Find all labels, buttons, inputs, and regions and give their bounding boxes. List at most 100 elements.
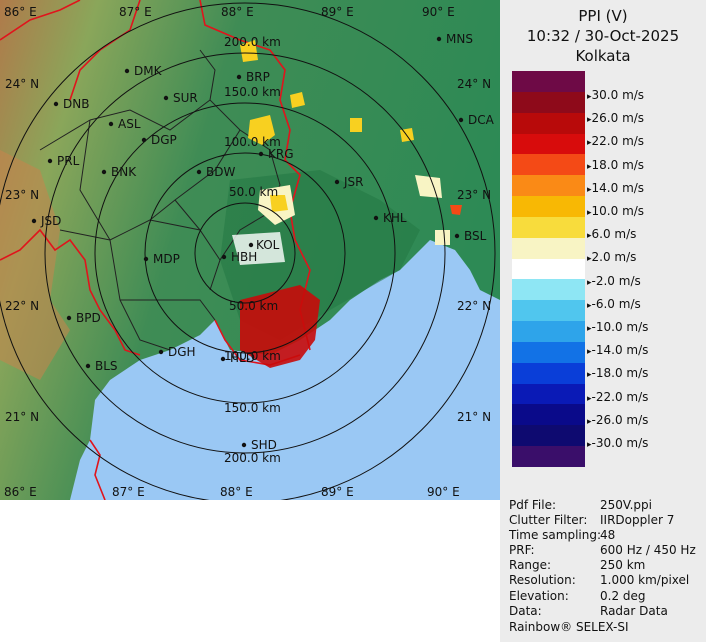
metadata-row: Resolution: 1.000 km/pixel <box>509 573 706 588</box>
lat-label-right-24: 24° N <box>457 77 491 91</box>
lat-label-right-23: 23° N <box>457 188 491 202</box>
lon-label-top-89: 89° E <box>321 5 354 19</box>
metadata-row: Range: 250 km <box>509 558 706 573</box>
legend-swatch <box>512 71 585 93</box>
svg-text:JSR: JSR <box>343 175 364 189</box>
station-mns: MNS <box>436 32 473 46</box>
svg-text:ASL: ASL <box>118 117 141 131</box>
metadata-key: PRF: <box>509 543 535 558</box>
svg-text:DCA: DCA <box>468 113 495 127</box>
station-bsl: BSL <box>454 229 487 243</box>
station-krg: KRG <box>258 147 294 161</box>
legend-label: 26.0 m/s <box>587 111 645 125</box>
legend-swatch <box>512 300 585 322</box>
metadata-value: 48 <box>600 528 616 543</box>
station-dnb: DNB <box>53 97 89 111</box>
lon-label-bottom-89: 89° E <box>321 485 354 499</box>
legend-swatch <box>512 383 585 405</box>
metadata-row: Pdf File: 250V.ppi <box>509 498 706 513</box>
legend-label: 6.0 m/s <box>587 227 637 241</box>
legend-swatch <box>512 237 585 260</box>
svg-text:HBH: HBH <box>231 250 257 264</box>
station-dca: DCA <box>458 113 495 127</box>
info-panel: PPI (V) 10:32 / 30-Oct-2025 Kolkata 30.0… <box>500 0 706 642</box>
legend-label: 22.0 m/s <box>587 134 645 148</box>
station-khl: KHL <box>373 211 407 225</box>
metadata-key: Range: <box>509 558 552 573</box>
lon-label-top-86: 86° E <box>4 5 37 19</box>
range-label-100-bottom: 100.0 km <box>224 349 281 363</box>
svg-text:BLS: BLS <box>95 359 118 373</box>
range-label-200-bottom: 200.0 km <box>224 451 281 465</box>
lat-label-left-24: 24° N <box>5 77 39 91</box>
metadata-key: Clutter Filter: <box>509 513 588 528</box>
legend-swatch <box>512 321 585 343</box>
svg-text:HLD: HLD <box>230 351 255 365</box>
legend-swatch <box>512 404 585 426</box>
svg-text:SHD: SHD <box>251 438 277 452</box>
metadata-key: Time sampling: <box>509 528 602 543</box>
metadata-value: 250 km <box>600 558 646 573</box>
legend-swatch <box>512 154 585 176</box>
metadata-table: Pdf File: 250V.ppi Clutter Filter: IIRDoppl… <box>509 498 706 619</box>
station-prl: PRL <box>47 154 80 168</box>
metadata-value: Radar Data <box>600 603 668 618</box>
legend-label: -26.0 m/s <box>587 413 649 427</box>
station-kol: KOL <box>248 238 280 252</box>
legend-label: -6.0 m/s <box>587 297 641 311</box>
svg-text:DNB: DNB <box>63 97 89 111</box>
metadata-key: Data: <box>509 603 542 618</box>
metadata-row: Elevation: 0.2 deg <box>509 589 706 604</box>
legend-swatch <box>512 258 585 280</box>
metadata-key: Elevation: <box>509 588 569 603</box>
lon-label-bottom-86: 86° E <box>4 485 37 499</box>
graticule-labels: 86° E 87° E 88° E 89° E 90° E 86° E 87° … <box>4 5 491 499</box>
lat-label-left-22: 22° N <box>5 299 39 313</box>
station-bdw: BDW <box>196 165 235 179</box>
legend-label: 30.0 m/s <box>587 88 645 102</box>
svg-text:PRL: PRL <box>57 154 80 168</box>
range-labels: 200.0 km 150.0 km 100.0 km 50.0 km 50.0 … <box>224 35 281 465</box>
metadata-row: Time sampling: 48 <box>509 528 706 543</box>
legend-label: -2.0 m/s <box>587 274 641 288</box>
map-canvas: 86° E 87° E 88° E 89° E 90° E 86° E 87° … <box>0 0 500 504</box>
station-dgh: DGH <box>158 345 196 359</box>
district-boundaries <box>39 49 281 351</box>
legend-label: -14.0 m/s <box>587 343 649 357</box>
station-hbh: HBH <box>221 250 257 264</box>
legend-swatch <box>512 196 585 218</box>
station-jsr: JSR <box>334 175 364 189</box>
svg-text:DGH: DGH <box>168 345 196 359</box>
metadata-row: PRF: 600 Hz / 450 Hz <box>509 543 706 558</box>
metadata-row: Clutter Filter: IIRDoppler 7 <box>509 513 706 528</box>
lon-label-bottom-87: 87° E <box>112 485 145 499</box>
legend-swatch <box>512 91 585 114</box>
station-bnk: BNK <box>101 165 137 179</box>
metadata-value: IIRDoppler 7 <box>600 513 675 528</box>
legend-label: -10.0 m/s <box>587 320 649 334</box>
legend-swatch <box>512 425 585 447</box>
legend-label: -18.0 m/s <box>587 366 649 380</box>
radar-echoes <box>232 40 462 368</box>
svg-text:BPD: BPD <box>76 311 101 325</box>
datetime-title: 10:32 / 30-Oct-2025 <box>526 27 680 45</box>
legend-label: 2.0 m/s <box>587 250 637 264</box>
legend-swatch <box>512 341 585 364</box>
station-sur: SUR <box>163 91 198 105</box>
svg-text:DMK: DMK <box>134 64 163 78</box>
lat-label-left-21: 21° N <box>5 410 39 424</box>
svg-text:JSD: JSD <box>40 214 61 228</box>
range-label-200-top: 200.0 km <box>224 35 281 49</box>
station-title: Kolkata <box>575 47 631 65</box>
legend-swatch <box>512 446 585 468</box>
station-brp: BRP <box>236 70 270 84</box>
svg-text:MDP: MDP <box>153 252 180 266</box>
radar-map: 86° E 87° E 88° E 89° E 90° E 86° E 87° … <box>0 0 500 504</box>
legend-label: 18.0 m/s <box>587 158 645 172</box>
metadata-value: 0.2 deg <box>600 588 646 603</box>
station-bls: BLS <box>85 359 118 373</box>
svg-text:BRP: BRP <box>246 70 270 84</box>
lat-label-right-21: 21° N <box>457 410 491 424</box>
range-label-150-bottom: 150.0 km <box>224 401 281 415</box>
legend-swatch <box>512 175 585 197</box>
